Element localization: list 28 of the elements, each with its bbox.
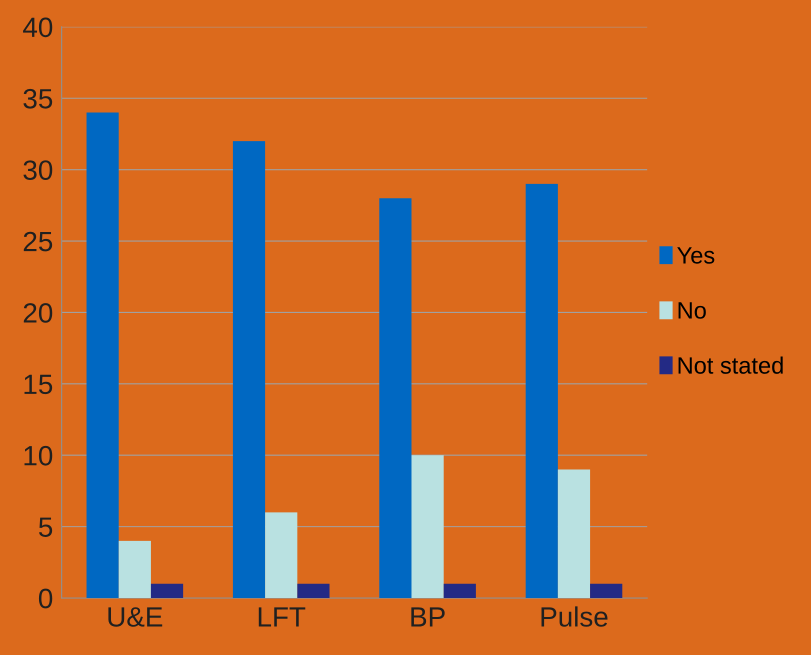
bar	[297, 584, 330, 598]
bar	[590, 584, 622, 598]
bar	[558, 470, 590, 598]
x-tick-label: BP	[411, 607, 445, 626]
x-tick-label: LFT	[258, 607, 306, 626]
legend-label: Not stated	[678, 356, 783, 374]
x-tick-label: U&E	[108, 607, 162, 627]
y-tick-label: 35	[23, 88, 52, 109]
y-tick-label: 20	[24, 303, 52, 323]
bar	[411, 455, 444, 598]
bar	[150, 584, 184, 598]
legend-label: Yes	[677, 247, 714, 264]
bar	[379, 198, 412, 598]
y-tick-label: 30	[23, 160, 52, 180]
bar	[526, 184, 558, 598]
y-tick-label: 10	[24, 446, 52, 466]
bar	[232, 141, 266, 598]
bar	[444, 584, 476, 598]
y-tick-label: 40	[23, 18, 52, 38]
bar	[118, 540, 151, 598]
y-tick-label: 25	[24, 232, 52, 252]
y-tick-label: 5	[38, 518, 52, 537]
x-tick-label: Pulse	[542, 606, 608, 627]
legend-label: No	[678, 302, 706, 319]
bar	[265, 512, 298, 598]
y-tick-label: 0	[38, 588, 52, 608]
y-tick-label: 15	[24, 374, 52, 394]
bar	[86, 112, 119, 598]
